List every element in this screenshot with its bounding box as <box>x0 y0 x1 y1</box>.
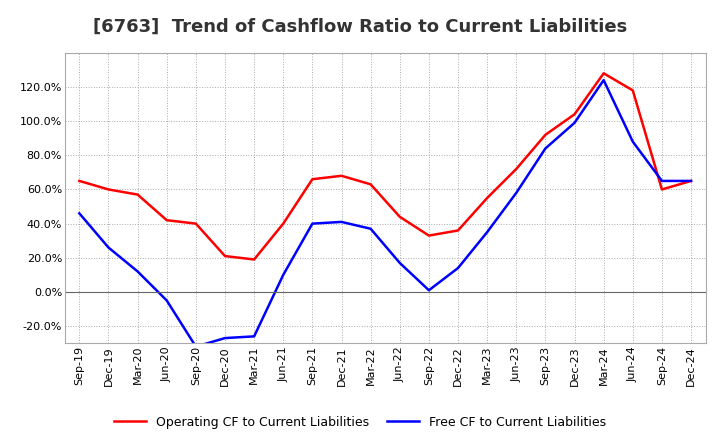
Free CF to Current Liabilities <box>454 265 462 271</box>
Free CF to Current Liabilities <box>308 221 317 226</box>
Text: [6763]  Trend of Cashflow Ratio to Current Liabilities: [6763] Trend of Cashflow Ratio to Curren… <box>93 18 627 36</box>
Operating CF to Current Liabilities <box>337 173 346 179</box>
Operating CF to Current Liabilities <box>425 233 433 238</box>
Operating CF to Current Liabilities <box>629 88 637 93</box>
Free CF to Current Liabilities <box>366 226 375 231</box>
Operating CF to Current Liabilities <box>279 221 287 226</box>
Operating CF to Current Liabilities <box>541 132 550 137</box>
Free CF to Current Liabilities <box>599 77 608 83</box>
Free CF to Current Liabilities <box>512 190 521 195</box>
Operating CF to Current Liabilities <box>220 253 229 259</box>
Operating CF to Current Liabilities <box>687 178 696 183</box>
Operating CF to Current Liabilities <box>133 192 142 197</box>
Operating CF to Current Liabilities <box>308 176 317 182</box>
Operating CF to Current Liabilities <box>395 214 404 220</box>
Free CF to Current Liabilities <box>250 334 258 339</box>
Free CF to Current Liabilities <box>687 178 696 183</box>
Free CF to Current Liabilities <box>395 260 404 266</box>
Legend: Operating CF to Current Liabilities, Free CF to Current Liabilities: Operating CF to Current Liabilities, Fre… <box>109 411 611 434</box>
Operating CF to Current Liabilities <box>163 217 171 223</box>
Free CF to Current Liabilities <box>483 230 492 235</box>
Operating CF to Current Liabilities <box>250 257 258 262</box>
Free CF to Current Liabilities <box>75 211 84 216</box>
Free CF to Current Liabilities <box>104 245 113 250</box>
Operating CF to Current Liabilities <box>570 112 579 117</box>
Free CF to Current Liabilities <box>192 344 200 349</box>
Operating CF to Current Liabilities <box>366 182 375 187</box>
Free CF to Current Liabilities <box>425 288 433 293</box>
Operating CF to Current Liabilities <box>75 178 84 183</box>
Operating CF to Current Liabilities <box>454 228 462 233</box>
Operating CF to Current Liabilities <box>599 71 608 76</box>
Line: Free CF to Current Liabilities: Free CF to Current Liabilities <box>79 80 691 347</box>
Free CF to Current Liabilities <box>279 272 287 278</box>
Free CF to Current Liabilities <box>133 269 142 274</box>
Free CF to Current Liabilities <box>337 219 346 224</box>
Operating CF to Current Liabilities <box>657 187 666 192</box>
Operating CF to Current Liabilities <box>192 221 200 226</box>
Free CF to Current Liabilities <box>541 146 550 151</box>
Operating CF to Current Liabilities <box>483 195 492 201</box>
Line: Operating CF to Current Liabilities: Operating CF to Current Liabilities <box>79 73 691 260</box>
Free CF to Current Liabilities <box>570 120 579 125</box>
Operating CF to Current Liabilities <box>104 187 113 192</box>
Free CF to Current Liabilities <box>629 139 637 144</box>
Free CF to Current Liabilities <box>220 335 229 341</box>
Free CF to Current Liabilities <box>657 178 666 183</box>
Operating CF to Current Liabilities <box>512 166 521 172</box>
Free CF to Current Liabilities <box>163 298 171 303</box>
